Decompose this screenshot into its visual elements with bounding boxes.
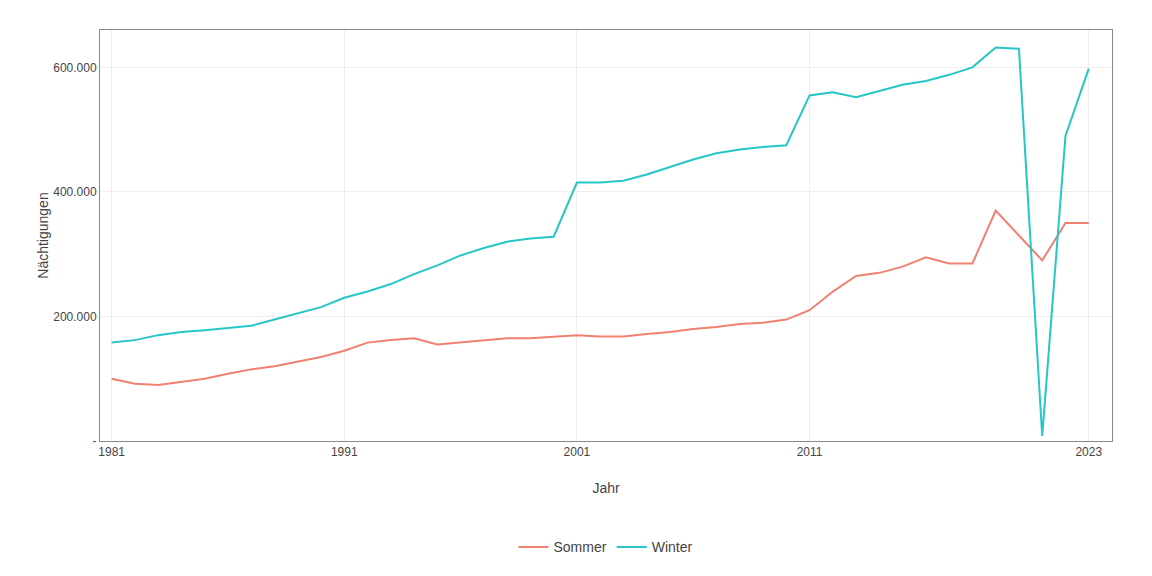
svg-text:2011: 2011 — [797, 445, 823, 459]
svg-text:1981: 1981 — [98, 445, 125, 459]
svg-text:400.000: 400.000 — [53, 185, 97, 199]
svg-text:Jahr: Jahr — [592, 480, 620, 496]
svg-text:-: - — [93, 434, 97, 448]
svg-text:600.000: 600.000 — [53, 61, 97, 75]
svg-text:Sommer: Sommer — [554, 539, 607, 555]
svg-text:1991: 1991 — [331, 445, 358, 459]
svg-text:2023: 2023 — [1075, 445, 1102, 459]
svg-text:2001: 2001 — [564, 445, 591, 459]
svg-text:200.000: 200.000 — [53, 310, 97, 324]
svg-text:Winter: Winter — [652, 539, 693, 555]
svg-text:Nächtigungen: Nächtigungen — [35, 192, 51, 278]
